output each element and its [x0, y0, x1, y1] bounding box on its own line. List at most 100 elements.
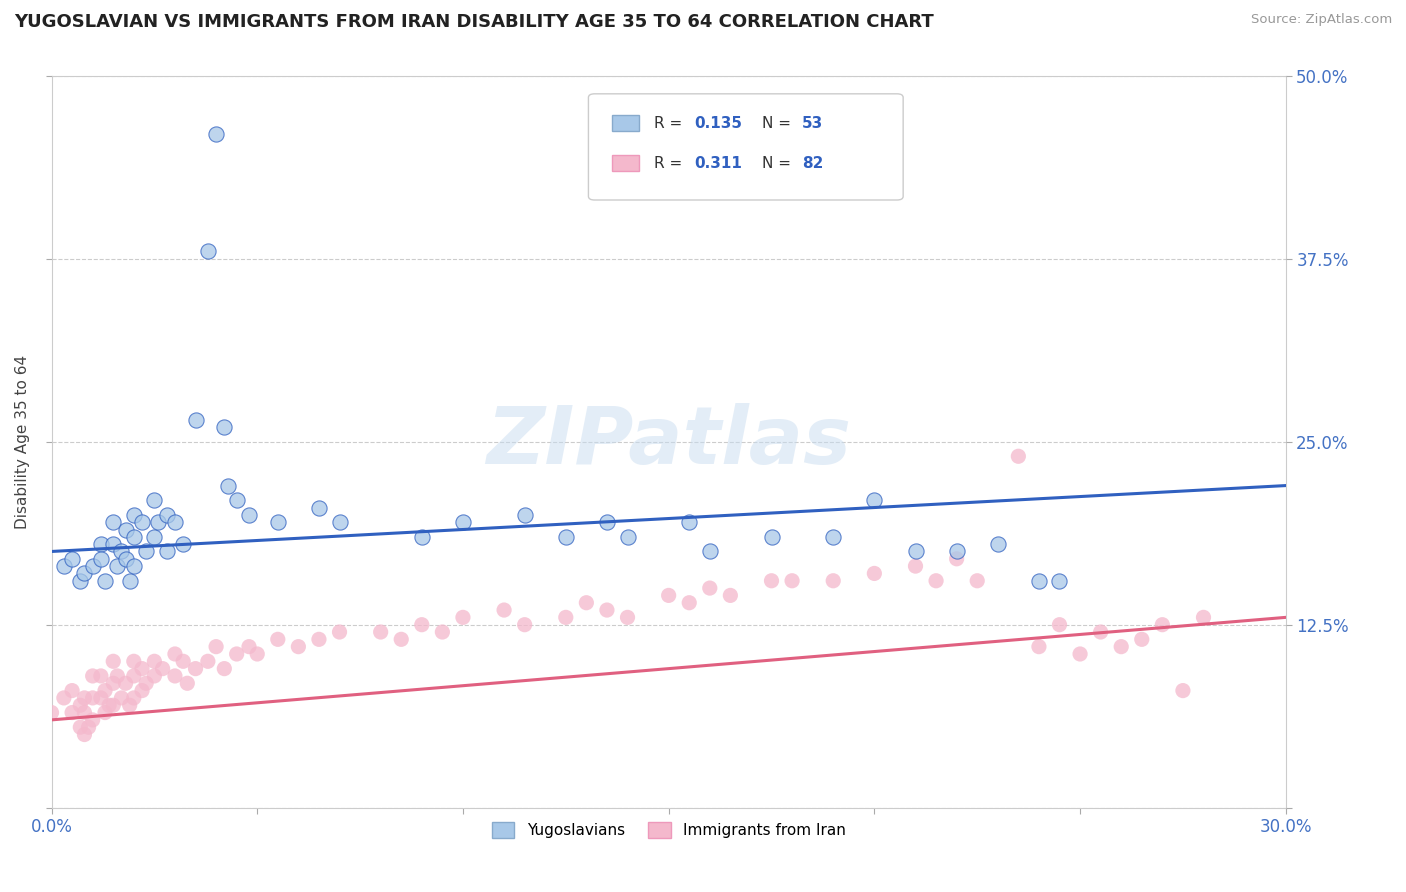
Text: 0.135: 0.135 [695, 116, 742, 130]
Point [389, 632, 412, 647]
Point [225, 493, 247, 508]
Point [103, 515, 125, 529]
Point [1090, 625, 1112, 640]
Point [143, 669, 166, 683]
Point [105, 559, 128, 574]
Point [122, 669, 145, 683]
FancyBboxPatch shape [612, 155, 640, 171]
Point [432, 625, 454, 640]
Point [554, 610, 576, 624]
Point [122, 654, 145, 668]
Text: ZIPatlas: ZIPatlas [486, 402, 851, 481]
Point [863, 493, 886, 508]
Point [103, 698, 125, 713]
Text: N =: N = [762, 156, 796, 171]
Point [143, 530, 166, 544]
Point [451, 515, 474, 529]
Point [69, 720, 91, 734]
Point [238, 508, 260, 522]
Point [1007, 450, 1029, 464]
Point [90, 669, 112, 683]
FancyBboxPatch shape [612, 115, 640, 131]
Text: Source: ZipAtlas.com: Source: ZipAtlas.com [1251, 13, 1392, 27]
Point [238, 640, 260, 654]
Point [328, 515, 350, 529]
Point [156, 508, 179, 522]
Point [60, 551, 83, 566]
Point [152, 662, 174, 676]
Point [904, 544, 927, 558]
Point [411, 617, 433, 632]
Point [197, 244, 219, 259]
Point [554, 530, 576, 544]
Point [945, 551, 967, 566]
Point [73, 706, 96, 720]
Point [82, 669, 104, 683]
Point [172, 654, 194, 668]
Text: N =: N = [762, 116, 796, 130]
Point [328, 625, 350, 640]
Point [1130, 632, 1153, 647]
Point [122, 559, 145, 574]
Point [69, 698, 91, 713]
Point [1171, 683, 1194, 698]
Point [718, 588, 741, 602]
Point [225, 647, 247, 661]
Point [172, 537, 194, 551]
Point [214, 662, 236, 676]
Point [103, 654, 125, 668]
Point [73, 566, 96, 581]
Point [105, 669, 128, 683]
Point [77, 720, 100, 734]
Point [699, 544, 721, 558]
Point [148, 515, 170, 529]
Point [246, 647, 269, 661]
Legend: Yugoslavians, Immigrants from Iran: Yugoslavians, Immigrants from Iran [485, 816, 852, 844]
Point [513, 617, 536, 632]
Point [1109, 640, 1132, 654]
Point [1028, 574, 1050, 588]
Point [163, 669, 186, 683]
Point [699, 581, 721, 595]
Point [761, 574, 783, 588]
Point [90, 690, 112, 705]
Point [1049, 574, 1071, 588]
Point [41, 706, 63, 720]
Point [1152, 617, 1174, 632]
Point [1069, 647, 1091, 661]
Point [52, 690, 75, 705]
Point [823, 530, 845, 544]
Point [370, 625, 392, 640]
Point [131, 683, 153, 698]
Point [73, 727, 96, 741]
Point [197, 654, 219, 668]
Point [135, 544, 157, 558]
Point [217, 478, 239, 492]
Point [163, 515, 186, 529]
Point [184, 412, 207, 426]
Point [122, 690, 145, 705]
Point [596, 603, 619, 617]
Point [205, 127, 228, 141]
Point [616, 530, 638, 544]
Point [118, 698, 141, 713]
Point [575, 596, 598, 610]
Text: 0.311: 0.311 [695, 156, 742, 171]
Point [925, 574, 948, 588]
Point [904, 559, 927, 574]
Point [267, 515, 290, 529]
Point [110, 544, 132, 558]
FancyBboxPatch shape [589, 94, 903, 200]
Point [82, 713, 104, 727]
Point [780, 574, 803, 588]
Point [131, 515, 153, 529]
Point [114, 523, 136, 537]
Point [82, 690, 104, 705]
Point [658, 588, 681, 602]
Point [122, 530, 145, 544]
Text: 53: 53 [801, 116, 823, 130]
Point [94, 706, 117, 720]
Text: R =: R = [654, 116, 688, 130]
Point [987, 537, 1010, 551]
Point [94, 683, 117, 698]
